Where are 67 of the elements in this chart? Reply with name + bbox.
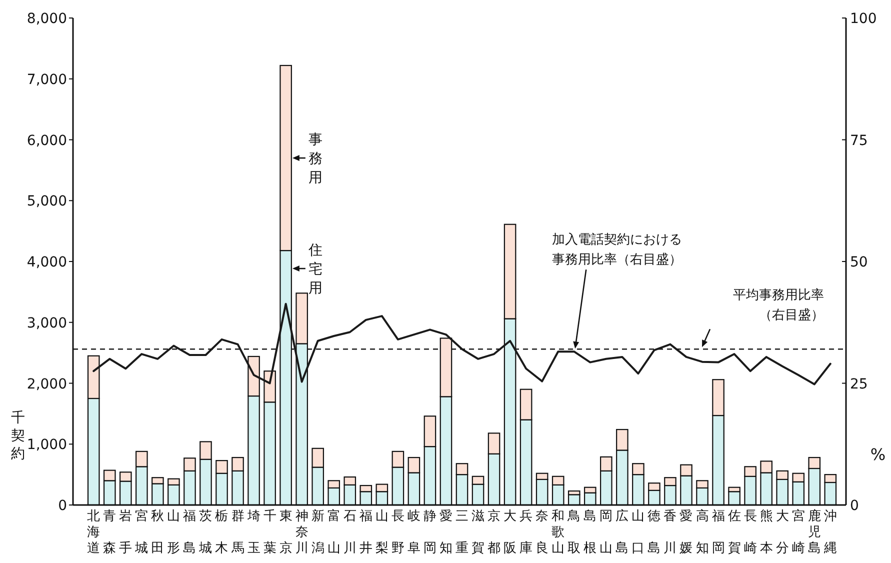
- text: 加入電話契約における事務用比率（右目盛）: [552, 232, 682, 268]
- category-label: 福島: [183, 509, 196, 556]
- y2-tick-label: 100: [850, 11, 877, 27]
- category-label: 富山: [327, 509, 340, 556]
- x-tick-label: 北海道: [87, 509, 100, 556]
- y-tick-label: 4,000: [26, 254, 67, 270]
- x-tick-label: 鹿児島: [808, 509, 821, 556]
- category-label: 山口: [632, 509, 645, 556]
- ref-line-label: 平均事務用比率（右目盛）: [733, 287, 824, 324]
- category-label: 滋賀: [472, 509, 485, 556]
- category-label: 青森: [103, 509, 116, 556]
- category-label: 長野: [391, 509, 404, 556]
- category-label: 大阪: [504, 509, 517, 556]
- category-label: 福井: [359, 509, 372, 556]
- category-label: 埼玉: [247, 509, 260, 556]
- category-label: 秋田: [151, 509, 164, 556]
- category-label: 山形: [167, 509, 180, 556]
- y-tick-label: 5,000: [26, 194, 67, 210]
- category-label: 三重: [456, 509, 468, 556]
- category-label: 千葉: [263, 509, 276, 556]
- category-label: 宮城: [135, 509, 148, 556]
- category-label: 熊本: [760, 509, 773, 556]
- category-label: 長崎: [744, 509, 757, 556]
- y2-axis-title: %: [870, 445, 886, 464]
- y2-tick-label: 50: [850, 254, 868, 270]
- category-label: 岡山: [600, 509, 613, 556]
- category-label: 高知: [696, 509, 709, 556]
- category-label: 広島: [616, 509, 629, 556]
- category-label: 兵庫: [520, 509, 533, 556]
- category-label: 愛媛: [680, 509, 693, 556]
- category-label: 京都: [488, 509, 501, 556]
- category-label: 栃木: [215, 509, 228, 556]
- y-axis-title: 千契約: [11, 410, 25, 462]
- y-tick-label: 2,000: [26, 376, 67, 392]
- y-tick-label: 6,000: [26, 132, 67, 149]
- y2-tick-label: 0: [850, 498, 859, 514]
- y-tick-label: 0: [58, 498, 67, 514]
- category-label: 群馬: [231, 509, 244, 556]
- category-label: 山梨: [375, 509, 388, 556]
- category-label: 静岡: [423, 509, 436, 556]
- category-label: 奈良: [536, 509, 549, 556]
- category-label: 愛知: [439, 509, 452, 556]
- category-label: 沖縄: [824, 509, 837, 556]
- category-label: 東京: [279, 509, 292, 556]
- category-label: 島根: [584, 509, 597, 556]
- category-label: 茨城: [199, 509, 212, 556]
- category-label: 新潟: [311, 509, 324, 556]
- legend-label: 事務用: [308, 132, 322, 186]
- category-label: 大分: [776, 509, 789, 556]
- category-label: 石川: [343, 509, 356, 556]
- x-tick-label: 神奈川: [295, 509, 308, 556]
- category-label: 宮崎: [792, 509, 805, 556]
- category-label: 鳥取: [568, 509, 581, 556]
- category-label: 岩手: [119, 509, 132, 556]
- y2-tick-label: 75: [850, 132, 868, 149]
- y-tick-label: 7,000: [26, 72, 67, 88]
- category-label: 岐阜: [407, 509, 420, 556]
- y-tick-label: 3,000: [26, 315, 67, 332]
- category-label: 佐賀: [728, 509, 741, 556]
- y2-tick-label: 25: [850, 376, 868, 392]
- category-label: 香川: [664, 509, 677, 556]
- category-label: 徳島: [648, 509, 661, 556]
- x-tick-label: 和歌山: [552, 509, 565, 556]
- y-tick-label: 8,000: [26, 11, 67, 27]
- y-tick-label: 1,000: [26, 437, 67, 454]
- category-label: 福岡: [712, 509, 725, 556]
- legend-label: 住宅用: [307, 242, 322, 297]
